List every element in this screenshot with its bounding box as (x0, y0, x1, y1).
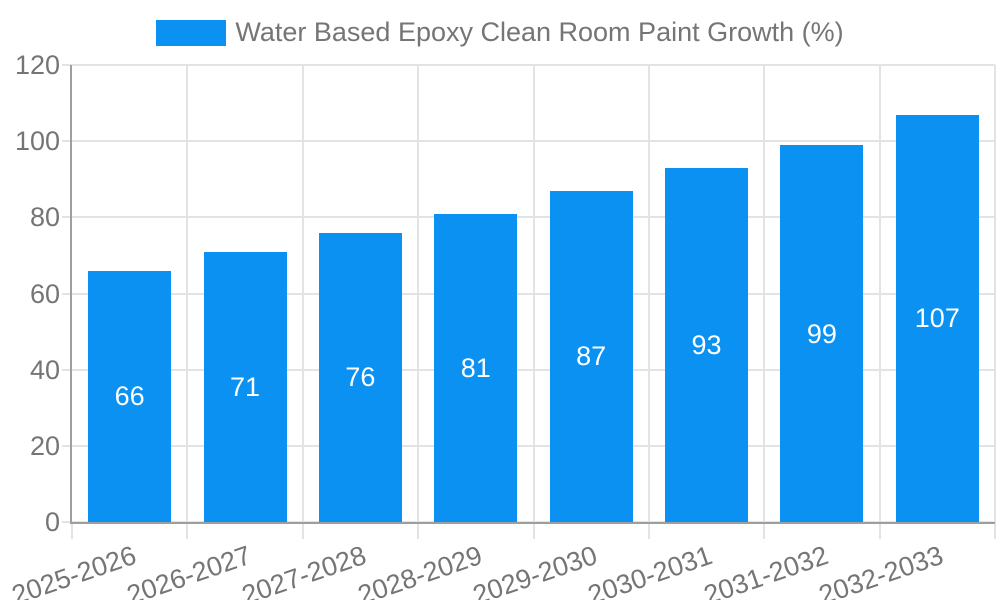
x-gridline (878, 65, 881, 522)
x-gridline (647, 65, 650, 522)
x-gridline (186, 65, 189, 522)
x-axis-tick (71, 522, 73, 539)
bar-value-label: 107 (914, 303, 960, 334)
x-gridline (532, 65, 535, 522)
bar: 107 (895, 114, 979, 522)
bar-value-label: 66 (114, 381, 145, 412)
bar: 66 (88, 270, 172, 522)
y-axis-tick-label: 20 (29, 430, 60, 461)
bar: 87 (549, 190, 633, 522)
x-gridline (763, 65, 766, 522)
y-axis-tick-label: 120 (14, 50, 60, 80)
x-gridline (301, 65, 304, 522)
y-axis-line (70, 65, 72, 524)
bar-value-label: 81 (460, 352, 491, 383)
x-axis-tick (532, 522, 535, 539)
x-gridline (994, 65, 996, 522)
x-axis-tick (763, 522, 766, 539)
x-axis-tick-label: 2029-2030 (469, 540, 601, 600)
x-axis-tick-label: 2031-2032 (699, 540, 832, 600)
x-axis-tick-label: 2030-2031 (584, 540, 717, 600)
x-axis-tick (994, 522, 996, 539)
bar: 99 (780, 144, 864, 522)
y-gridline (62, 368, 995, 371)
legend-label: Water Based Epoxy Clean Room Paint Growt… (235, 17, 844, 47)
x-axis-tick-label: 2026-2027 (122, 540, 255, 600)
x-axis-tick (301, 522, 304, 539)
bar-value-label: 87 (576, 341, 607, 372)
x-axis-tick-label: 2032-2033 (815, 540, 948, 600)
y-axis-tick-label: 0 (44, 507, 60, 537)
x-axis-tick (417, 522, 420, 539)
y-axis-tick-label: 100 (14, 126, 60, 157)
y-gridline (62, 64, 995, 66)
y-gridline (62, 140, 995, 143)
y-gridline (62, 444, 995, 447)
bar-value-label: 71 (230, 371, 261, 402)
x-axis-tick (647, 522, 650, 539)
bar-value-label: 93 (691, 329, 722, 360)
x-axis-tick-label: 2028-2029 (353, 540, 486, 600)
y-axis-tick-label: 40 (29, 354, 60, 385)
y-gridline (62, 216, 995, 219)
x-axis-tick (186, 522, 189, 539)
bar: 93 (665, 167, 749, 522)
x-axis-tick (878, 522, 881, 539)
legend-swatch (156, 19, 227, 46)
bar: 76 (318, 232, 402, 522)
y-axis-tick-label: 80 (29, 202, 60, 233)
x-axis-tick-label: 2025-2026 (7, 540, 140, 600)
bar: 71 (203, 251, 287, 522)
x-axis-line (70, 522, 995, 524)
bar-value-label: 99 (806, 318, 837, 349)
bar: 81 (434, 213, 518, 522)
legend: Water Based Epoxy Clean Room Paint Growt… (0, 17, 1000, 48)
plot-area: 66 71 76 81 87 93 99 107 (62, 64, 996, 539)
x-axis-tick-label: 2027-2028 (238, 540, 371, 600)
y-axis-tick-label: 60 (29, 278, 60, 309)
y-gridline (62, 292, 995, 295)
x-gridline (417, 65, 420, 522)
bar-value-label: 76 (345, 362, 376, 393)
